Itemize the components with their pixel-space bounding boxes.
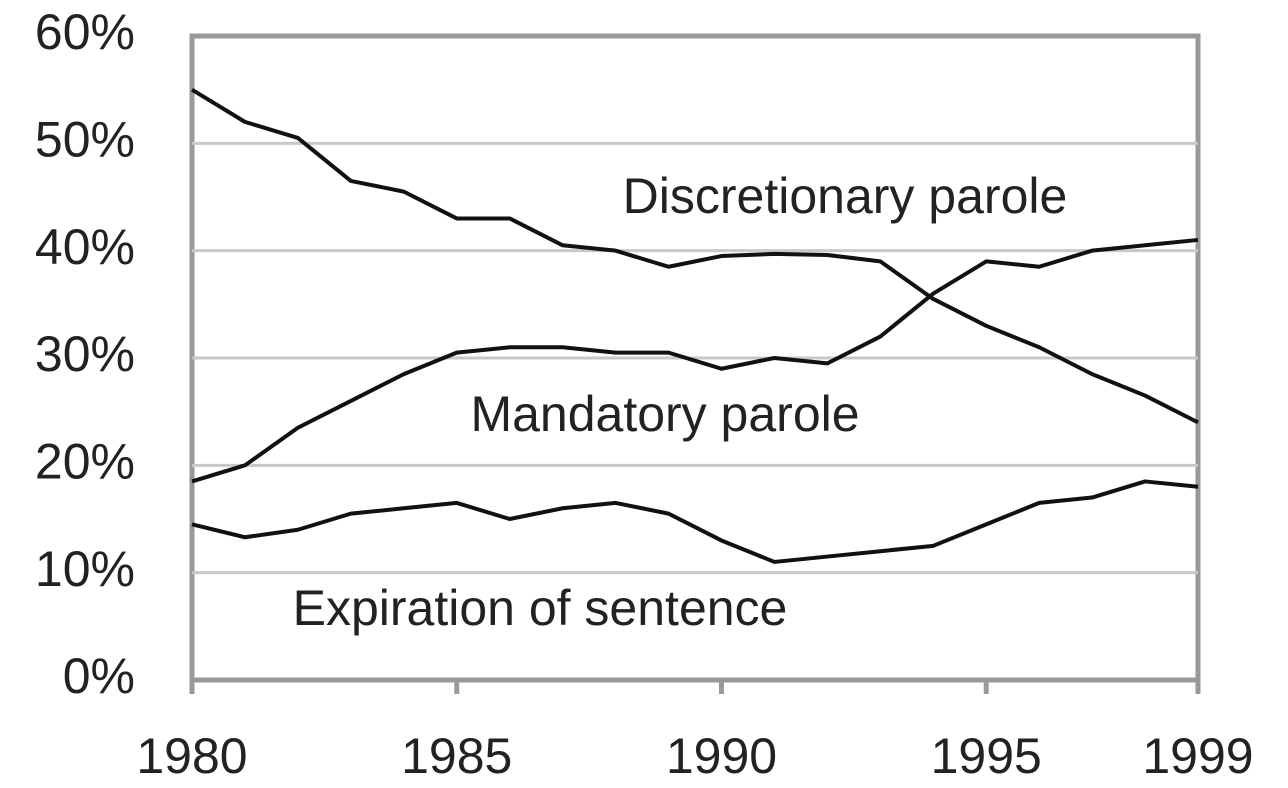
y-tick-label: 10% — [35, 541, 135, 597]
series-label: Discretionary parole — [623, 168, 1068, 224]
y-tick-label: 50% — [35, 112, 135, 168]
y-tick-label: 40% — [35, 219, 135, 275]
x-tick-label: 1990 — [666, 728, 777, 784]
series-label: Mandatory parole — [470, 386, 859, 442]
series-line — [191, 479, 1199, 564]
series-line — [190, 87, 1199, 425]
x-tick-label: 1995 — [931, 728, 1042, 784]
series-label: Expiration of sentence — [293, 580, 788, 636]
series-line — [191, 237, 1199, 484]
y-tick-label: 20% — [35, 434, 135, 490]
y-tick-label: 60% — [35, 4, 135, 60]
x-tick-label: 1985 — [401, 728, 512, 784]
y-tick-label: 0% — [63, 648, 135, 704]
y-tick-label: 30% — [35, 326, 135, 382]
x-tick-label: 1980 — [136, 728, 247, 784]
x-tick-label: 1999 — [1142, 728, 1253, 784]
